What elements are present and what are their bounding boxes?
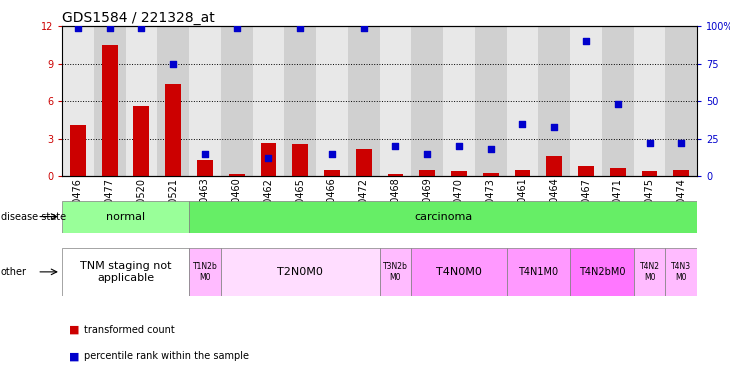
Text: T4N0M0: T4N0M0 xyxy=(436,267,482,277)
Text: ■: ■ xyxy=(69,325,80,335)
Point xyxy=(390,143,402,149)
Point xyxy=(167,61,179,67)
Text: T4N1M0: T4N1M0 xyxy=(518,267,558,277)
Point xyxy=(358,25,369,31)
Bar xyxy=(70,125,86,176)
Bar xyxy=(165,84,181,176)
Point xyxy=(72,25,84,31)
Text: other: other xyxy=(1,267,27,277)
Text: T4N2
M0: T4N2 M0 xyxy=(639,262,659,282)
Bar xyxy=(221,26,253,176)
Text: T2N0M0: T2N0M0 xyxy=(277,267,323,277)
Bar xyxy=(419,170,435,176)
Bar xyxy=(666,26,697,176)
Bar xyxy=(642,171,658,176)
Point xyxy=(580,38,592,44)
Bar xyxy=(475,26,507,176)
Bar xyxy=(602,26,634,176)
Point xyxy=(263,155,274,161)
Bar xyxy=(578,166,594,176)
Text: ■: ■ xyxy=(69,351,80,361)
Bar xyxy=(189,26,221,176)
Bar xyxy=(673,170,689,176)
Bar xyxy=(158,26,189,176)
Bar xyxy=(221,248,380,296)
Bar xyxy=(261,142,277,176)
Bar xyxy=(62,26,93,176)
Text: T4N3
M0: T4N3 M0 xyxy=(671,262,691,282)
Text: normal: normal xyxy=(106,211,145,222)
Bar xyxy=(451,171,467,176)
Bar xyxy=(134,106,150,176)
Bar xyxy=(93,26,126,176)
Bar xyxy=(412,248,507,296)
Bar xyxy=(634,26,666,176)
Bar xyxy=(666,248,697,296)
Bar xyxy=(228,174,245,176)
Bar xyxy=(380,248,412,296)
Point xyxy=(326,151,338,157)
Bar xyxy=(412,26,443,176)
Point xyxy=(612,101,623,107)
Bar xyxy=(324,170,340,176)
Point xyxy=(675,140,687,146)
Text: T1N2b
M0: T1N2b M0 xyxy=(193,262,218,282)
Bar xyxy=(62,248,189,296)
Bar xyxy=(348,26,380,176)
Point xyxy=(517,121,529,127)
Text: T4N2bM0: T4N2bM0 xyxy=(579,267,625,277)
Bar xyxy=(539,26,570,176)
Point xyxy=(453,143,465,149)
Bar xyxy=(316,26,348,176)
Text: percentile rank within the sample: percentile rank within the sample xyxy=(84,351,249,361)
Bar xyxy=(253,26,285,176)
Bar xyxy=(62,201,189,232)
Bar xyxy=(507,26,539,176)
Bar xyxy=(634,248,666,296)
Point xyxy=(644,140,656,146)
Point xyxy=(104,25,115,31)
Text: TNM staging not
applicable: TNM staging not applicable xyxy=(80,261,172,283)
Bar xyxy=(292,144,308,176)
Bar xyxy=(189,201,697,232)
Point xyxy=(548,124,560,130)
Text: T3N2b
M0: T3N2b M0 xyxy=(383,262,408,282)
Point xyxy=(231,25,242,31)
Bar xyxy=(126,26,158,176)
Point xyxy=(199,151,211,157)
Bar xyxy=(483,172,499,176)
Bar xyxy=(507,248,570,296)
Bar xyxy=(570,26,602,176)
Point xyxy=(485,146,496,152)
Bar xyxy=(101,45,118,176)
Bar xyxy=(546,156,562,176)
Point xyxy=(421,151,433,157)
Point xyxy=(136,25,147,31)
Text: disease state: disease state xyxy=(1,211,66,222)
Bar xyxy=(388,174,404,176)
Bar xyxy=(380,26,412,176)
Text: transformed count: transformed count xyxy=(84,325,174,335)
Text: carcinoma: carcinoma xyxy=(414,211,472,222)
Point xyxy=(294,25,306,31)
Bar xyxy=(197,160,213,176)
Bar xyxy=(443,26,475,176)
Bar xyxy=(356,149,372,176)
Bar xyxy=(610,168,626,176)
Bar xyxy=(570,248,634,296)
Bar xyxy=(285,26,316,176)
Bar xyxy=(515,170,531,176)
Bar xyxy=(189,248,221,296)
Text: GDS1584 / 221328_at: GDS1584 / 221328_at xyxy=(62,11,215,25)
